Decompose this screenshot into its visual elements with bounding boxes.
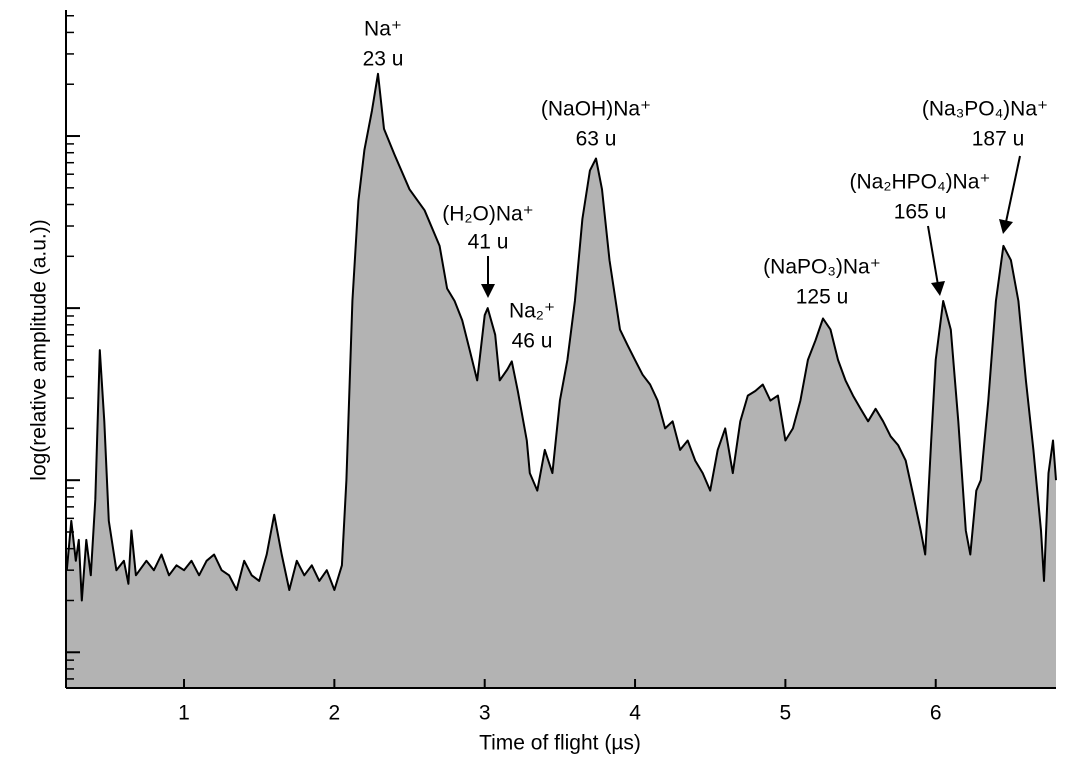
annotation-mass: 23 u bbox=[363, 48, 404, 71]
x-tick-label: 4 bbox=[629, 702, 641, 725]
arrow-head bbox=[931, 281, 945, 296]
annotation-label: Na₂⁺ bbox=[509, 300, 555, 323]
y-axis-label: log(relative amplitude (a.u.)) bbox=[28, 219, 51, 480]
area bbox=[66, 73, 1057, 689]
annotation-label: (H₂O)Na⁺ bbox=[442, 203, 534, 226]
annotations: Na⁺ 23 u (H₂O)Na⁺ 41 u Na₂⁺ 46 u (NaOH)N… bbox=[363, 18, 1049, 353]
x-tick-label: 5 bbox=[780, 702, 792, 725]
annotation-label: Na⁺ bbox=[364, 18, 402, 41]
arrow-head bbox=[999, 219, 1013, 234]
arrow bbox=[1005, 155, 1021, 223]
annotation-mass: 165 u bbox=[894, 201, 947, 224]
arrow bbox=[927, 225, 939, 286]
x-axis-label: Time of flight (µs) bbox=[479, 732, 641, 755]
annotation-mass: 63 u bbox=[576, 128, 617, 151]
annotation-label: (NaPO₃)Na⁺ bbox=[763, 256, 881, 279]
arrow-head bbox=[481, 284, 495, 298]
x-tick-label: 2 bbox=[329, 702, 341, 725]
line bbox=[65, 72, 1057, 602]
x-tick-label: 3 bbox=[479, 702, 491, 725]
annotation-label: (Na₃PO₄)Na⁺ bbox=[922, 98, 1048, 121]
plot-area bbox=[65, 72, 1057, 689]
axes: 1 2 3 4 5 6 bbox=[65, 10, 1056, 725]
annotation-mass: 187 u bbox=[972, 128, 1025, 151]
x-tick-label: 6 bbox=[930, 702, 942, 725]
annotation-label: (NaOH)Na⁺ bbox=[541, 98, 651, 121]
x-tick-label: 1 bbox=[178, 702, 190, 725]
annotation-mass: 46 u bbox=[512, 330, 553, 353]
annotation-mass: 125 u bbox=[796, 286, 849, 309]
annotation-label: (Na₂HPO₄)Na⁺ bbox=[850, 171, 991, 194]
annotation-mass: 41 u bbox=[468, 231, 509, 254]
